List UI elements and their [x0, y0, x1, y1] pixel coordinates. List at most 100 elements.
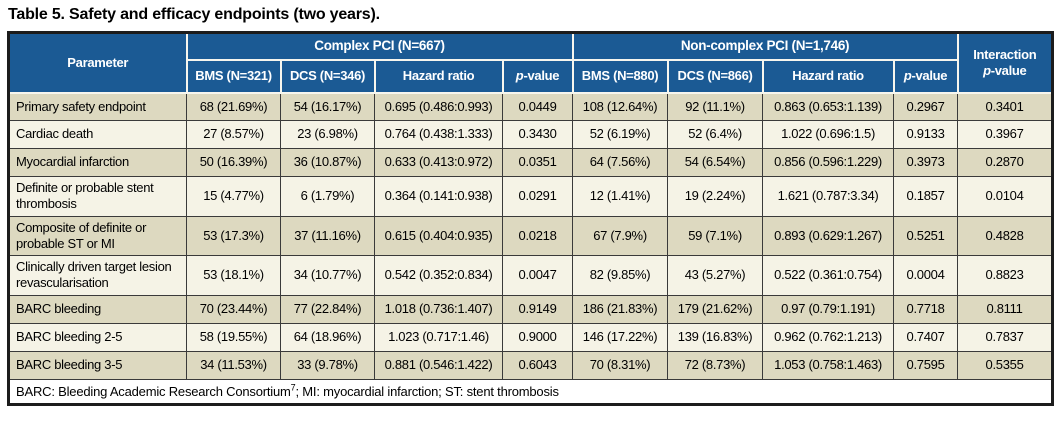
parameter-cell: Clinically driven target lesion revascul…: [8, 255, 187, 296]
data-cell: 0.2967: [893, 92, 959, 121]
data-cell: 0.9000: [501, 322, 574, 352]
table-row: Myocardial infarction 50 (16.39%) 36 (10.…: [8, 148, 1054, 177]
table-row: BARC bleeding 3-5 34 (11.53%) 33 (9.78%) 0…: [8, 350, 1054, 380]
data-cell: 0.0449: [501, 92, 574, 121]
data-cell: 19 (2.24%): [667, 176, 764, 217]
page: Table 5. Safety and efficacy endpoints (…: [7, 6, 1055, 406]
data-cell: 64 (18.96%): [280, 322, 375, 352]
parameter-cell: Cardiac death: [8, 120, 187, 149]
interaction-p-rest: -value: [990, 62, 1027, 78]
data-cell: 54 (16.17%): [280, 92, 375, 121]
data-cell: 0.8111: [957, 294, 1054, 324]
column-header-hazard-ratio-noncomplex: Hazard ratio: [761, 58, 895, 94]
data-cell: 34 (10.77%): [280, 255, 375, 296]
parameter-cell: BARC bleeding 2-5: [8, 322, 187, 352]
table-footer: BARC: Bleeding Academic Research Consort…: [7, 378, 1054, 405]
data-cell: 0.7407: [893, 322, 959, 352]
data-cell: 77 (22.84%): [280, 294, 375, 324]
data-cell: 15 (4.77%): [186, 176, 281, 217]
column-header-dcs-noncomplex: DCS (N=866): [666, 58, 764, 94]
table-header: Parameter Complex PCI (N=667) Non-comple…: [7, 31, 1054, 94]
column-header-p-value-complex: p-value: [501, 58, 574, 94]
data-cell: 0.0047: [501, 255, 574, 296]
data-cell: 0.7837: [957, 322, 1054, 352]
data-cell: 52 (6.4%): [667, 120, 764, 149]
data-cell: 146 (17.22%): [572, 322, 669, 352]
data-cell: 43 (5.27%): [667, 255, 764, 296]
parameter-cell: BARC bleeding: [8, 294, 187, 324]
data-cell: 50 (16.39%): [186, 148, 281, 177]
group-header-noncomplex-pci: Non-complex PCI (N=1,746): [571, 31, 959, 61]
data-cell: 0.2870: [957, 148, 1054, 177]
table-row: BARC bleeding 2-5 58 (19.55%) 64 (18.96%)…: [8, 322, 1054, 352]
data-cell: 92 (11.1%): [667, 92, 764, 121]
data-cell: 23 (6.98%): [280, 120, 375, 149]
data-cell: 0.856 (0.596:1.229): [762, 148, 895, 177]
data-cell: 0.0291: [501, 176, 574, 217]
column-header-hazard-ratio-complex: Hazard ratio: [373, 58, 504, 94]
footnote: BARC: Bleeding Academic Research Consort…: [7, 378, 1054, 405]
column-header-parameter: Parameter: [7, 31, 188, 94]
footnote-reference-superscript: 7: [290, 382, 296, 393]
data-cell: 0.0218: [501, 215, 574, 256]
parameter-cell: Composite of definite or probable ST or …: [8, 215, 187, 256]
data-cell: 0.542 (0.352:0.834): [374, 255, 503, 296]
data-cell: 1.023 (0.717:1.46): [374, 322, 503, 352]
data-cell: 0.0104: [957, 176, 1054, 217]
data-cell: 0.615 (0.404:0.935): [374, 215, 503, 256]
data-cell: 36 (10.87%): [280, 148, 375, 177]
data-cell: 0.522 (0.361:0.754): [762, 255, 895, 296]
interaction-p-italic: p: [983, 62, 991, 78]
group-header-complex-pci: Complex PCI (N=667): [185, 31, 574, 61]
data-cell: 0.863 (0.653:1.139): [762, 92, 895, 121]
data-cell: 0.3401: [957, 92, 1054, 121]
column-header-bms-complex: BMS (N=321): [185, 58, 282, 94]
data-cell: 139 (16.83%): [667, 322, 764, 352]
data-cell: 0.97 (0.79:1.191): [762, 294, 895, 324]
table-row: BARC bleeding 70 (23.44%) 77 (22.84%) 1.01…: [8, 294, 1054, 324]
data-cell: 72 (8.73%): [667, 350, 764, 380]
footnote-row: BARC: Bleeding Academic Research Consort…: [7, 378, 1054, 405]
data-cell: 0.764 (0.438:1.333): [374, 120, 503, 149]
data-cell: 0.6043: [501, 350, 574, 380]
data-cell: 1.022 (0.696:1.5): [762, 120, 895, 149]
data-cell: 186 (21.83%): [572, 294, 669, 324]
data-cell: 0.0351: [501, 148, 574, 177]
data-cell: 0.695 (0.486:0.993): [374, 92, 503, 121]
data-cell: 0.9133: [893, 120, 959, 149]
parameter-cell: Myocardial infarction: [8, 148, 187, 177]
data-cell: 0.7595: [893, 350, 959, 380]
data-cell: 0.893 (0.629:1.267): [762, 215, 895, 256]
data-cell: 0.364 (0.141:0.938): [374, 176, 503, 217]
data-cell: 0.633 (0.413:0.972): [374, 148, 503, 177]
data-cell: 0.3430: [501, 120, 574, 149]
safety-efficacy-endpoints-table: Parameter Complex PCI (N=667) Non-comple…: [7, 31, 1055, 406]
data-cell: 27 (8.57%): [186, 120, 281, 149]
data-cell: 0.8823: [957, 255, 1054, 296]
data-cell: 1.018 (0.736:1.407): [374, 294, 503, 324]
data-cell: 6 (1.79%): [280, 176, 375, 217]
data-cell: 54 (6.54%): [667, 148, 764, 177]
data-cell: 108 (12.64%): [572, 92, 669, 121]
data-cell: 53 (17.3%): [186, 215, 281, 256]
data-cell: 0.3973: [893, 148, 959, 177]
data-cell: 0.3967: [957, 120, 1054, 149]
data-cell: 33 (9.78%): [280, 350, 375, 380]
parameter-cell: Definite or probable stent thrombosis: [8, 176, 187, 217]
data-cell: 0.881 (0.546:1.422): [374, 350, 503, 380]
interaction-label-line1: Interaction: [973, 47, 1037, 63]
data-cell: 58 (19.55%): [186, 322, 281, 352]
data-cell: 1.053 (0.758:1.463): [762, 350, 895, 380]
data-cell: 52 (6.19%): [572, 120, 669, 149]
sub-header-row: BMS (N=321) DCS (N=346) Hazard ratio p-v…: [9, 58, 1053, 94]
data-cell: 70 (23.44%): [186, 294, 281, 324]
table-row: Composite of definite or probable ST or …: [8, 215, 1054, 256]
table-title: Table 5. Safety and efficacy endpoints (…: [8, 6, 380, 23]
data-cell: 0.7718: [893, 294, 959, 324]
column-header-dcs-complex: DCS (N=346): [279, 58, 376, 94]
data-cell: 59 (7.1%): [667, 215, 764, 256]
parameter-cell: Primary safety endpoint: [8, 92, 187, 121]
column-header-bms-noncomplex: BMS (N=880): [571, 58, 669, 94]
data-cell: 1.621 (0.787:3.34): [762, 176, 895, 217]
table-row: Clinically driven target lesion revascul…: [8, 255, 1054, 296]
